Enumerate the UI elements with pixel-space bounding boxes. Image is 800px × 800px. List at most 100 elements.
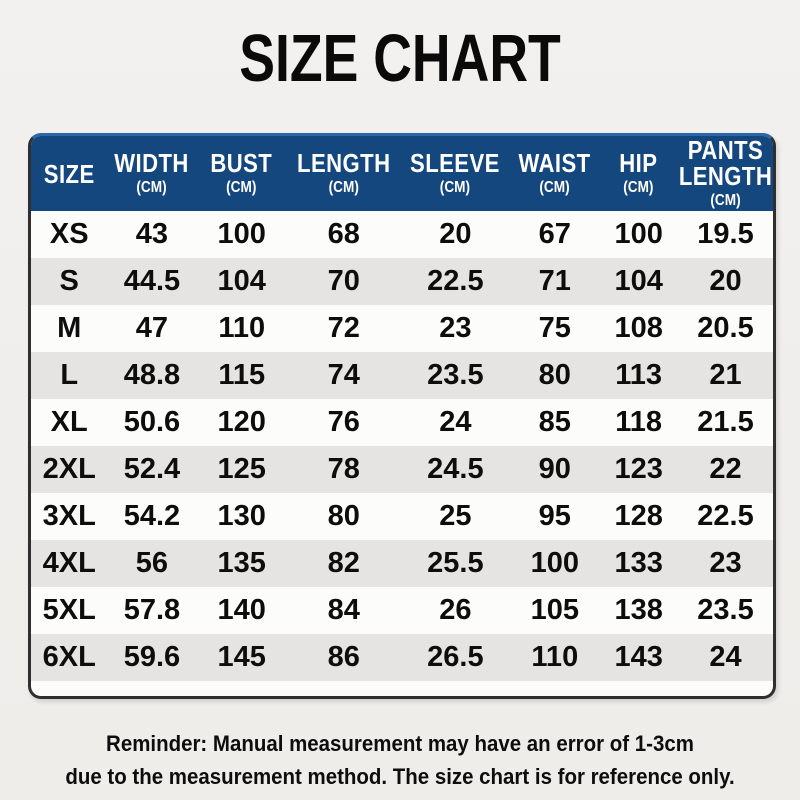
value-cell: 21 (709, 359, 742, 391)
value-cell: 22.5 (697, 500, 754, 532)
value-cell: 70 (327, 265, 360, 297)
value-cell: 115 (218, 359, 266, 391)
value-cell: 128 (614, 500, 663, 532)
value-cell: 25 (439, 500, 472, 532)
value-cell: 59.6 (123, 641, 181, 673)
size-cell: XL (50, 406, 88, 438)
value-cell: 24 (439, 406, 472, 438)
value-cell: 24 (709, 641, 742, 673)
table-row-3xl: 3XL 54.2 130 80 25 95 128 22.5 (31, 493, 773, 540)
value-cell: 23.5 (697, 594, 754, 626)
header-cell-bust: BUST (CM) (210, 147, 273, 196)
value-cell: 120 (217, 406, 266, 438)
value-cell: 100 (530, 547, 579, 579)
value-cell: 48.8 (123, 359, 181, 391)
header-unit: (CM) (328, 178, 359, 196)
size-cell: 2XL (42, 453, 96, 485)
size-cell: XS (49, 218, 89, 250)
size-table: SIZE WIDTH (CM) BUST (CM) LENGTH (CM) SLEEVE (CM… (31, 136, 773, 681)
value-cell: 26 (439, 594, 472, 626)
value-cell: 95 (538, 500, 571, 532)
value-cell: 100 (614, 218, 663, 250)
table-row-xl: XL 50.6 120 76 24 85 118 21.5 (31, 399, 773, 446)
value-cell: 104 (217, 265, 266, 297)
header-unit: (CM) (440, 178, 471, 196)
value-cell: 145 (217, 641, 266, 673)
value-cell: 52.4 (123, 453, 181, 485)
table-row-l: L 48.8 115 74 23.5 80 113 21 (31, 352, 773, 399)
value-cell: 68 (327, 218, 360, 250)
size-chart-table: SIZE WIDTH (CM) BUST (CM) LENGTH (CM) SLEEVE (CM… (28, 133, 776, 699)
value-cell: 19.5 (697, 218, 754, 250)
size-cell: 5XL (42, 594, 96, 626)
table-row-6xl: 6XL 59.6 145 86 26.5 110 143 24 (31, 634, 773, 681)
table-header-row: SIZE WIDTH (CM) BUST (CM) LENGTH (CM) SLEEVE (CM… (31, 136, 773, 211)
value-cell: 26.5 (427, 641, 484, 673)
value-cell: 23.5 (427, 359, 484, 391)
value-cell: 72 (327, 312, 360, 344)
value-cell: 25.5 (427, 547, 484, 579)
value-cell: 22.5 (427, 265, 484, 297)
value-cell: 104 (614, 265, 663, 297)
value-cell: 143 (614, 641, 663, 673)
value-cell: 86 (327, 641, 360, 673)
page-title: SIZE CHART (239, 21, 561, 96)
table-row-5xl: 5XL 57.8 140 84 26 105 138 23.5 (31, 587, 773, 634)
header-cell-pants-length: PANTS LENGTH (CM) (678, 134, 773, 209)
value-cell: 140 (217, 594, 266, 626)
header-cell-length: LENGTH (CM) (297, 147, 391, 196)
header-cell-sleeve: SLEEVE (CM) (410, 147, 501, 196)
value-cell: 138 (614, 594, 663, 626)
header-unit: (CM) (623, 178, 654, 196)
value-cell: 130 (217, 500, 266, 532)
value-cell: 80 (538, 359, 571, 391)
header-unit: (CM) (226, 178, 257, 196)
value-cell: 135 (217, 547, 266, 579)
value-cell: 76 (327, 406, 360, 438)
value-cell: 57.8 (123, 594, 181, 626)
value-cell: 21.5 (697, 406, 754, 438)
value-cell: 108 (614, 312, 663, 344)
value-cell: 23 (439, 312, 472, 344)
value-cell: 44.5 (123, 265, 181, 297)
value-cell: 43 (135, 218, 169, 250)
value-cell: 23 (709, 547, 742, 579)
value-cell: 78 (327, 453, 360, 485)
value-cell: 84 (327, 594, 360, 626)
value-cell: 80 (327, 500, 360, 532)
value-cell: 82 (327, 547, 360, 579)
header-cell-waist: WAIST (CM) (518, 147, 591, 196)
size-cell: S (59, 265, 79, 297)
value-cell: 67 (538, 218, 571, 250)
size-cell: 6XL (42, 641, 96, 673)
table-row-2xl: 2XL 52.4 125 78 24.5 90 123 22 (31, 446, 773, 493)
table-row-4xl: 4XL 56 135 82 25.5 100 133 23 (31, 540, 773, 587)
table-body: XS 43 100 68 20 67 100 19.5 S 44.5 104 70 22.5 71 104 2… (31, 211, 773, 681)
header-cell-width: WIDTH (CM) (114, 147, 190, 196)
header-cell-size: SIZE (43, 158, 95, 189)
size-cell: 3XL (42, 500, 96, 532)
size-cell: M (57, 312, 82, 344)
value-cell: 100 (217, 218, 266, 250)
size-cell: 4XL (42, 547, 96, 579)
value-cell: 85 (538, 406, 571, 438)
value-cell: 54.2 (123, 500, 181, 532)
header-unit: (CM) (539, 178, 570, 196)
value-cell: 20.5 (697, 312, 754, 344)
reminder-line-1: Reminder: Manual measurement may have an… (106, 731, 694, 756)
value-cell: 123 (614, 453, 663, 485)
value-cell: 118 (615, 406, 663, 438)
size-cell: L (60, 359, 79, 391)
value-cell: 110 (218, 312, 266, 344)
value-cell: 56 (135, 547, 169, 579)
value-cell: 110 (531, 641, 579, 673)
value-cell: 133 (614, 547, 663, 579)
value-cell: 74 (327, 359, 360, 391)
value-cell: 20 (709, 265, 742, 297)
title-bar: SIZE CHART (0, 24, 800, 94)
value-cell: 47 (135, 312, 169, 344)
value-cell: 75 (538, 312, 571, 344)
table-row-s: S 44.5 104 70 22.5 71 104 20 (31, 258, 773, 305)
value-cell: 50.6 (123, 406, 181, 438)
